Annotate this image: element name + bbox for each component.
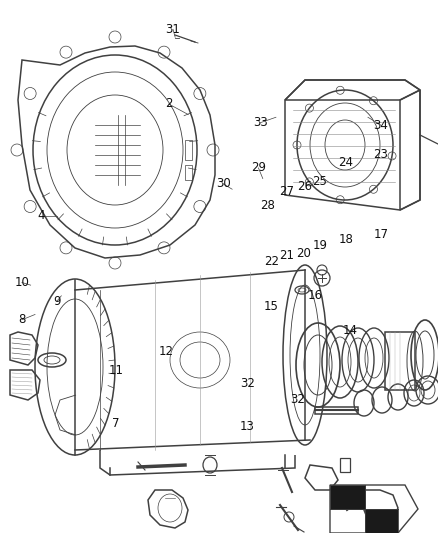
Text: 32: 32 (290, 393, 305, 406)
Text: 32: 32 (240, 377, 255, 390)
Text: 34: 34 (374, 119, 389, 132)
Text: 33: 33 (253, 116, 268, 129)
Text: 24: 24 (339, 156, 353, 169)
Text: 29: 29 (251, 161, 266, 174)
Text: 8: 8 (18, 313, 25, 326)
Text: 14: 14 (343, 324, 358, 337)
Text: 17: 17 (374, 228, 389, 241)
Text: 28: 28 (260, 199, 275, 212)
Text: 10: 10 (14, 276, 29, 289)
Text: 27: 27 (279, 185, 294, 198)
Text: 15: 15 (264, 300, 279, 313)
Text: 30: 30 (216, 177, 231, 190)
Text: 2: 2 (165, 98, 173, 110)
Text: 23: 23 (374, 148, 389, 161)
Text: 31: 31 (166, 23, 180, 36)
Text: 7: 7 (112, 417, 120, 430)
Text: 9: 9 (53, 295, 61, 308)
Text: 25: 25 (312, 175, 327, 188)
Text: 22: 22 (264, 255, 279, 268)
Text: 18: 18 (339, 233, 353, 246)
Text: 20: 20 (296, 247, 311, 260)
Text: 21: 21 (279, 249, 294, 262)
Text: 13: 13 (240, 420, 255, 433)
Text: 11: 11 (109, 364, 124, 377)
Polygon shape (330, 485, 365, 509)
Text: 4: 4 (38, 209, 46, 222)
Text: 19: 19 (312, 239, 327, 252)
Text: 16: 16 (308, 289, 323, 302)
Text: 12: 12 (159, 345, 174, 358)
Polygon shape (365, 509, 398, 533)
Text: 26: 26 (297, 180, 312, 193)
